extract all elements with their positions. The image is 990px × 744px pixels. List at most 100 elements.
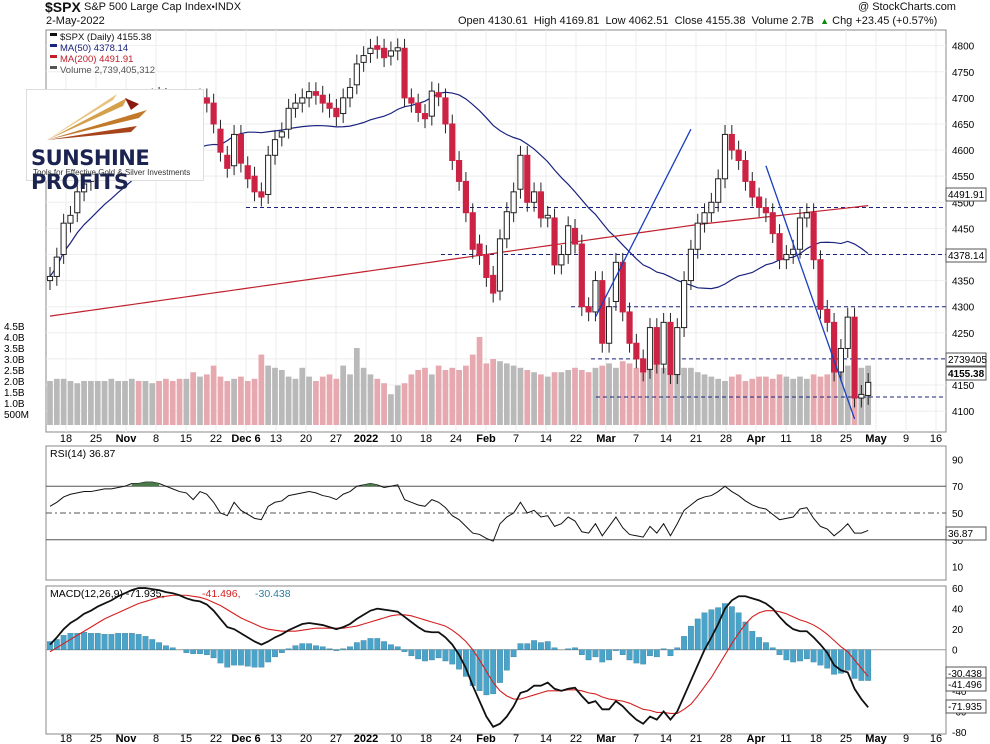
price-label-box (945, 248, 987, 263)
volume-bar (353, 348, 360, 425)
index-name: S&P 500 Large Cap Index (84, 1, 212, 13)
candle-body (653, 327, 660, 365)
volume-bar (81, 381, 87, 425)
candle-body (278, 131, 285, 138)
volume-bar (456, 370, 462, 425)
volume-bar (538, 374, 544, 425)
volume-bar (122, 381, 128, 425)
candle-body (217, 128, 224, 153)
macd-value-box (945, 699, 987, 714)
open-value: Open 4130.61 (458, 15, 528, 27)
macd-histogram-bar (408, 649, 415, 657)
x-tick-label: Nov (116, 433, 138, 445)
volume-bar (715, 378, 722, 425)
volume-bar (251, 378, 258, 425)
up-arrow-icon: ▲ (820, 16, 830, 26)
candle-body (858, 393, 865, 399)
rsi-value-label: 36.87 (948, 529, 973, 540)
y-tick-label: 4700 (952, 94, 975, 105)
candle-body (510, 191, 517, 214)
x-tick-label-bottom: 22 (570, 733, 582, 744)
candle-body (251, 175, 258, 193)
macd-histogram-bar (115, 633, 122, 650)
candle-body (312, 91, 319, 96)
candle-body (674, 327, 681, 376)
macd-histogram-bar (435, 649, 442, 659)
volume-bar (142, 381, 149, 425)
volume-bar (408, 374, 415, 425)
macd-value-label: -71.935 (948, 702, 982, 713)
volume-bar (688, 367, 694, 425)
macd-histogram-bar (503, 649, 510, 671)
volume-bar (817, 376, 824, 425)
legend-swatch (50, 33, 57, 36)
candle-body (244, 165, 251, 180)
rsi-tick-label: 50 (952, 509, 964, 520)
candle-body (756, 196, 763, 209)
volume-bar (190, 372, 197, 425)
candle-body (701, 212, 708, 224)
macd-histogram-bar (763, 642, 769, 650)
volume-bar (674, 370, 681, 425)
macd-histogram-bar (244, 649, 251, 667)
volume-tick-label: 4.5B (4, 322, 25, 333)
volume-bar (606, 363, 612, 425)
candle-body (449, 123, 456, 162)
x-tick-label-bottom: 18 (420, 733, 432, 744)
volume-bar (285, 376, 292, 425)
macd-histogram-bar (278, 649, 285, 653)
downtrend-line (765, 165, 856, 420)
volume-bar (592, 367, 599, 425)
y-tick-label: 4300 (952, 303, 975, 314)
macd-histogram-bar (838, 649, 844, 674)
candle-body (551, 217, 558, 266)
macd-histogram-bar (163, 645, 169, 650)
macd-histogram-bar (340, 648, 347, 650)
volume-bar (694, 372, 701, 425)
macd-histogram-bar (660, 648, 667, 650)
y-tick-label: 4800 (952, 42, 975, 53)
x-tick-label-bottom: 18 (810, 733, 822, 744)
macd-histogram-bar (381, 641, 387, 650)
macd-histogram-bar (156, 642, 162, 650)
volume-tick-label: 4.0B (4, 333, 25, 344)
rsi-value-box (945, 526, 987, 541)
candle-body (319, 94, 326, 104)
x-tick-label-bottom: 14 (660, 733, 672, 744)
candle-body (428, 90, 435, 117)
legend-entry: MA(50) 4378.14 (60, 43, 128, 54)
x-tick-label-bottom: 7 (633, 733, 639, 744)
macd-legend-hist: -30.438 (255, 588, 291, 600)
candle-body (456, 160, 463, 182)
volume-bar (60, 378, 67, 425)
macd-histogram-bar (367, 638, 374, 650)
volume-bar (326, 374, 333, 425)
x-tick-label: 10 (390, 433, 402, 445)
volume-bar (163, 378, 169, 425)
volume-bar (585, 372, 592, 425)
macd-histogram-bar (708, 609, 715, 650)
low-value: Low 4062.51 (605, 15, 669, 27)
macd-histogram-bar (722, 603, 728, 650)
macd-histogram-bar (865, 649, 872, 681)
candle-body (517, 154, 524, 190)
candle-body (476, 243, 483, 257)
volume-bar (653, 363, 660, 425)
macd-histogram-bar (183, 649, 190, 653)
volume-bar (238, 376, 244, 425)
macd-histogram-bar (203, 649, 210, 656)
volume-bar (101, 381, 108, 425)
macd-histogram-bar (88, 633, 94, 650)
candle-body (271, 139, 279, 156)
candle-body (381, 47, 388, 59)
macd-histogram-bar (142, 636, 149, 650)
volume-bar (135, 381, 142, 425)
macd-histogram-bar (817, 649, 824, 666)
volume-bar (47, 381, 53, 425)
x-tick-label-bottom: Apr (747, 733, 767, 744)
volume-bar (183, 378, 190, 425)
volume-bar (503, 363, 510, 425)
volume-bar (94, 381, 101, 425)
rsi-tick-label: 30 (952, 536, 964, 547)
volume-bar (722, 381, 728, 425)
